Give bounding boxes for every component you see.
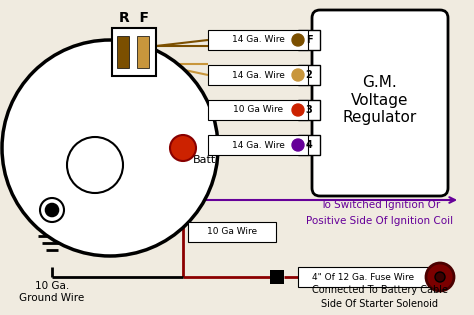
Text: 14 Ga. Wire: 14 Ga. Wire xyxy=(232,36,284,44)
Text: 3: 3 xyxy=(306,105,312,115)
Bar xyxy=(298,267,428,287)
Text: 10 Ga.
Ground Wire: 10 Ga. Ground Wire xyxy=(19,281,85,303)
Bar xyxy=(298,30,320,50)
Bar xyxy=(208,100,308,120)
Text: 10 Ga Wire: 10 Ga Wire xyxy=(233,106,283,114)
Circle shape xyxy=(67,137,123,193)
Circle shape xyxy=(46,203,59,217)
Text: G.M.
Voltage
Regulator: G.M. Voltage Regulator xyxy=(343,75,417,125)
Text: R  F: R F xyxy=(119,11,149,25)
Text: 2: 2 xyxy=(306,70,312,80)
Circle shape xyxy=(170,135,196,161)
Text: 14 Ga. Wire: 14 Ga. Wire xyxy=(232,140,284,150)
Text: F: F xyxy=(306,35,312,45)
FancyBboxPatch shape xyxy=(312,10,448,196)
Bar xyxy=(208,65,308,85)
Bar xyxy=(298,135,320,155)
Bar xyxy=(137,36,149,68)
Bar xyxy=(117,36,129,68)
Circle shape xyxy=(292,139,304,151)
Text: 4: 4 xyxy=(306,140,312,150)
Bar xyxy=(208,30,308,50)
Bar xyxy=(298,65,320,85)
Text: 14 Ga. Wire: 14 Ga. Wire xyxy=(232,71,284,79)
Text: Side Of Starter Solenoid: Side Of Starter Solenoid xyxy=(321,299,438,309)
Circle shape xyxy=(426,263,454,291)
Text: To Switched Ignition Or: To Switched Ignition Or xyxy=(320,200,440,210)
Circle shape xyxy=(292,34,304,46)
Bar xyxy=(208,135,308,155)
Text: Connected To Battery Cable: Connected To Battery Cable xyxy=(312,285,448,295)
Circle shape xyxy=(292,104,304,116)
Text: 4" Of 12 Ga. Fuse Wire: 4" Of 12 Ga. Fuse Wire xyxy=(312,272,414,282)
Circle shape xyxy=(292,69,304,81)
Circle shape xyxy=(2,40,218,256)
Bar xyxy=(270,270,284,284)
Circle shape xyxy=(40,198,64,222)
Text: 10 Ga Wire: 10 Ga Wire xyxy=(207,227,257,237)
Bar xyxy=(298,100,320,120)
Bar xyxy=(112,28,156,76)
Text: Positive Side Of Ignition Coil: Positive Side Of Ignition Coil xyxy=(306,216,454,226)
Text: Batt.: Batt. xyxy=(193,155,220,165)
Bar xyxy=(188,222,276,242)
Circle shape xyxy=(435,272,445,282)
